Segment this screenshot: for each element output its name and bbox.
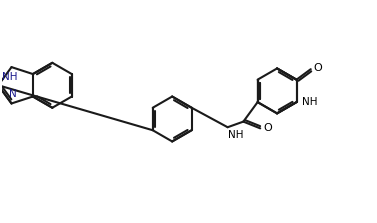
Text: O: O [263,123,272,133]
Text: NH: NH [2,72,17,82]
Text: NH: NH [228,130,243,140]
Text: NH: NH [302,97,318,107]
Text: O: O [314,63,322,73]
Text: N: N [9,89,17,99]
